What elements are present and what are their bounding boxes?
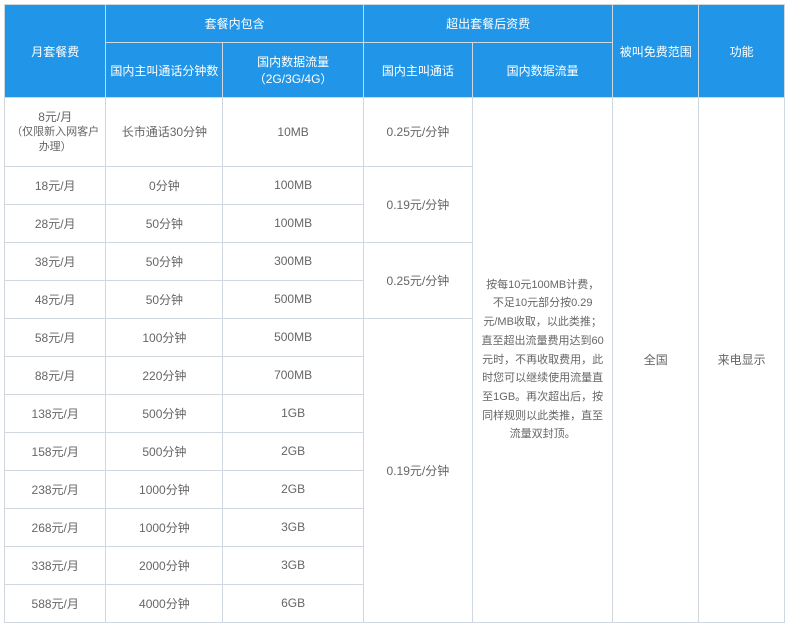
data-cell: 10MB bbox=[223, 98, 363, 167]
header-included-group: 套餐内包含 bbox=[106, 5, 363, 43]
feature-cell: 来电显示 bbox=[699, 98, 785, 623]
table-row: 8元/月（仅限新入网客户办理）长市通话30分钟10MB0.25元/分钟按每10元… bbox=[5, 98, 785, 167]
overage-call-cell: 0.19元/分钟 bbox=[363, 318, 472, 622]
minutes-cell: 1000分钟 bbox=[106, 508, 223, 546]
header-over-data: 国内数据流量 bbox=[472, 43, 612, 98]
data-cell: 3GB bbox=[223, 546, 363, 584]
plan-cell: 268元/月 bbox=[5, 508, 106, 546]
plan-cell: 238元/月 bbox=[5, 470, 106, 508]
minutes-cell: 500分钟 bbox=[106, 394, 223, 432]
data-cell: 500MB bbox=[223, 318, 363, 356]
free-scope-cell: 全国 bbox=[613, 98, 699, 623]
header-feature: 功能 bbox=[699, 5, 785, 98]
overage-call-cell: 0.25元/分钟 bbox=[363, 98, 472, 167]
data-cell: 2GB bbox=[223, 470, 363, 508]
minutes-cell: 100分钟 bbox=[106, 318, 223, 356]
data-cell: 100MB bbox=[223, 204, 363, 242]
plan-cell: 158元/月 bbox=[5, 432, 106, 470]
overage-call-cell: 0.25元/分钟 bbox=[363, 242, 472, 318]
plan-cell: 58元/月 bbox=[5, 318, 106, 356]
minutes-cell: 50分钟 bbox=[106, 242, 223, 280]
data-cell: 300MB bbox=[223, 242, 363, 280]
plan-cell: 138元/月 bbox=[5, 394, 106, 432]
minutes-cell: 50分钟 bbox=[106, 204, 223, 242]
minutes-cell: 50分钟 bbox=[106, 280, 223, 318]
minutes-cell: 0分钟 bbox=[106, 166, 223, 204]
minutes-cell: 1000分钟 bbox=[106, 470, 223, 508]
data-cell: 700MB bbox=[223, 356, 363, 394]
header-overage-group: 超出套餐后资费 bbox=[363, 5, 613, 43]
pricing-table: 月套餐费 套餐内包含 超出套餐后资费 被叫免费范围 功能 国内主叫通话分钟数 国… bbox=[4, 4, 785, 623]
data-cell: 1GB bbox=[223, 394, 363, 432]
header-free-scope: 被叫免费范围 bbox=[613, 5, 699, 98]
data-cell: 3GB bbox=[223, 508, 363, 546]
header-minutes: 国内主叫通话分钟数 bbox=[106, 43, 223, 98]
data-cell: 100MB bbox=[223, 166, 363, 204]
minutes-cell: 500分钟 bbox=[106, 432, 223, 470]
plan-cell: 38元/月 bbox=[5, 242, 106, 280]
header-plan: 月套餐费 bbox=[5, 5, 106, 98]
table-body: 8元/月（仅限新入网客户办理）长市通话30分钟10MB0.25元/分钟按每10元… bbox=[5, 98, 785, 623]
plan-cell: 338元/月 bbox=[5, 546, 106, 584]
plan-cell: 48元/月 bbox=[5, 280, 106, 318]
header-over-call: 国内主叫通话 bbox=[363, 43, 472, 98]
plan-cell: 588元/月 bbox=[5, 584, 106, 622]
header-row-1: 月套餐费 套餐内包含 超出套餐后资费 被叫免费范围 功能 bbox=[5, 5, 785, 43]
minutes-cell: 长市通话30分钟 bbox=[106, 98, 223, 167]
overage-data-cell: 按每10元100MB计费，不足10元部分按0.29元/MB收取，以此类推；直至超… bbox=[472, 98, 612, 623]
minutes-cell: 220分钟 bbox=[106, 356, 223, 394]
plan-cell: 88元/月 bbox=[5, 356, 106, 394]
plan-cell: 8元/月（仅限新入网客户办理） bbox=[5, 98, 106, 167]
minutes-cell: 2000分钟 bbox=[106, 546, 223, 584]
plan-cell: 18元/月 bbox=[5, 166, 106, 204]
overage-call-cell: 0.19元/分钟 bbox=[363, 166, 472, 242]
data-cell: 6GB bbox=[223, 584, 363, 622]
minutes-cell: 4000分钟 bbox=[106, 584, 223, 622]
header-data: 国内数据流量（2G/3G/4G） bbox=[223, 43, 363, 98]
plan-cell: 28元/月 bbox=[5, 204, 106, 242]
data-cell: 500MB bbox=[223, 280, 363, 318]
data-cell: 2GB bbox=[223, 432, 363, 470]
